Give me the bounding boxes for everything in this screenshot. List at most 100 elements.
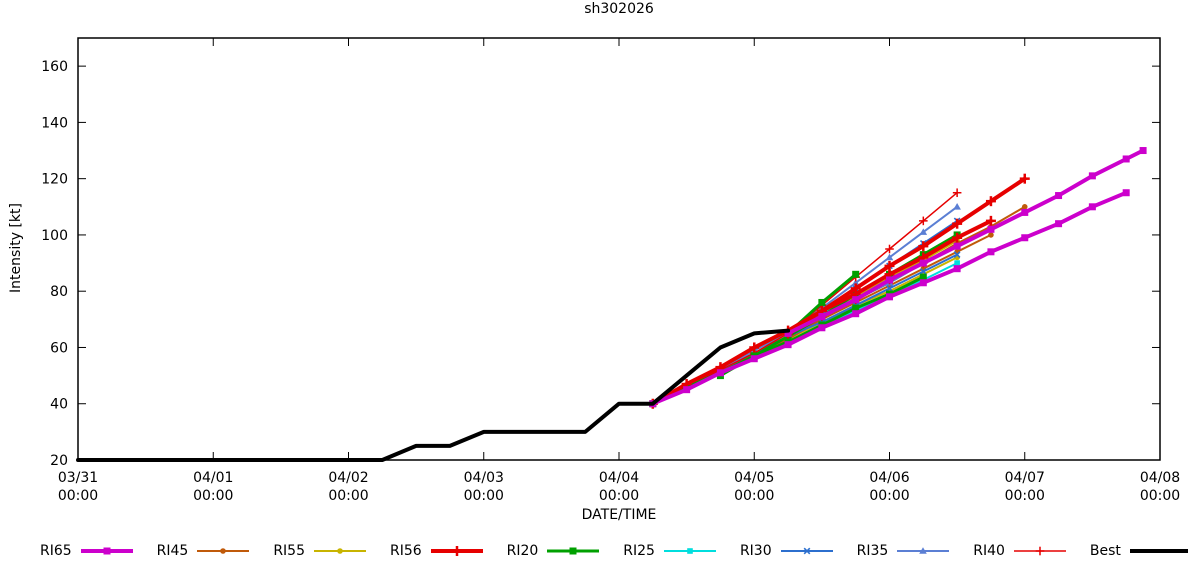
plot-border [77, 37, 1161, 461]
legend-sample [80, 547, 133, 555]
legend-item-ri25: RI25 [623, 543, 718, 559]
marker-triangle [953, 203, 961, 210]
marker-square [784, 341, 792, 349]
y-tick-label: 140 [41, 115, 68, 131]
legend-item-ri20: RI20 [507, 543, 602, 559]
marker-x [953, 251, 961, 258]
legend-sample [197, 548, 250, 554]
legend-label: RI35 [856, 543, 889, 559]
marker-square [569, 547, 577, 555]
x-tick-label: 03/31 [58, 470, 98, 486]
marker-square [1021, 208, 1029, 216]
legend-sample [313, 548, 366, 554]
legend-label: RI55 [273, 543, 305, 559]
x-tick-label: 00:00 [464, 488, 504, 504]
y-tick-label: 80 [50, 284, 68, 300]
x-tick-label: 04/06 [869, 470, 909, 486]
marker-square [750, 355, 758, 363]
legend-sample [430, 546, 483, 556]
x-tick-label: 00:00 [1005, 488, 1045, 504]
marker-triangle [919, 228, 928, 235]
marker-square [1055, 220, 1063, 228]
marker-square [852, 310, 860, 318]
marker-square [103, 547, 111, 555]
x-tick-label: 00:00 [328, 488, 368, 504]
legend-sample [897, 547, 950, 554]
legend-label: RI65 [40, 543, 72, 559]
legend-sample [1013, 546, 1066, 556]
y-tick-label: 160 [41, 59, 68, 75]
y-tick-label: 40 [50, 397, 68, 413]
legend-item-ri65: RI65 [40, 543, 135, 559]
marker-square [1122, 155, 1130, 163]
x-tick-label: 04/07 [1005, 470, 1045, 486]
marker-square [716, 369, 724, 377]
x-tick-label: 04/03 [464, 470, 504, 486]
x-tick-label: 00:00 [734, 488, 774, 504]
x-axis-label: DATE/TIME [581, 507, 657, 523]
marker-square [1088, 172, 1096, 180]
marker-circle [988, 232, 994, 238]
legend-label: RI25 [623, 543, 655, 559]
y-tick-label: 100 [41, 228, 68, 244]
x-tick-label: 04/04 [599, 470, 639, 486]
marker-square [1122, 189, 1130, 197]
legend-sample [663, 548, 716, 554]
series-ri56-line [786, 176, 1027, 336]
legend-item-ri30: RI30 [740, 543, 835, 559]
marker-square [818, 298, 826, 306]
x-tick-label: 00:00 [1140, 488, 1180, 504]
legend-label: RI20 [506, 543, 539, 559]
marker-square [886, 276, 893, 284]
legend-label: RI56 [389, 543, 422, 559]
marker-circle [220, 548, 227, 554]
marker-triangle [885, 253, 894, 261]
x-tick-label: 00:00 [869, 488, 909, 504]
marker-x [886, 285, 893, 292]
marker-square [818, 313, 826, 321]
legend-sample [1129, 549, 1188, 553]
legend-sample [547, 547, 600, 555]
legend-label: RI40 [973, 543, 1005, 559]
series-ri65-line [786, 148, 1146, 336]
series-ri20-line [718, 233, 959, 378]
legend-item-ri56: RI56 [390, 543, 485, 559]
legend-item-best: Best [1090, 543, 1190, 559]
marker-square [1088, 203, 1096, 211]
marker-square [987, 248, 995, 256]
marker-square [784, 329, 792, 337]
x-tick-label: 04/01 [193, 470, 233, 486]
series-ri40-line [787, 191, 958, 335]
legend: RI65 RI45 RI55 RI56 RI20 RI25 RI30 RI35 RI40 Best [40, 539, 1190, 563]
x-tick-label: 00:00 [58, 488, 98, 504]
legend-label: RI30 [739, 543, 772, 559]
marker-square [818, 324, 826, 332]
marker-square [1021, 234, 1029, 242]
marker-square [852, 270, 860, 278]
y-tick-label: 20 [50, 453, 68, 469]
marker-square [886, 293, 893, 301]
marker-circle [1021, 204, 1028, 210]
marker-square [1139, 147, 1147, 155]
marker-square [852, 296, 860, 304]
marker-triangle [851, 278, 860, 286]
marker-square [919, 259, 927, 267]
legend-item-ri40: RI40 [973, 543, 1068, 559]
marker-square [987, 225, 995, 233]
legend-label: Best [1089, 543, 1121, 559]
x-tick-label: 00:00 [193, 488, 233, 504]
marker-square [687, 548, 693, 554]
marker-x [803, 547, 810, 555]
x-tick-label: 04/02 [328, 470, 368, 486]
marker-circle [337, 548, 343, 554]
marker-square [1055, 192, 1063, 200]
marker-square [919, 273, 927, 281]
marker-square [683, 386, 691, 394]
legend-item-ri45: RI45 [157, 543, 252, 559]
plot-area: 20 40 60 80 100 120 140 160 03/31 00:00 04/01 00:00… [41, 37, 1180, 504]
marker-square [953, 242, 961, 250]
x-tick-label: 00:00 [599, 488, 639, 504]
x-tick-label: 04/05 [734, 470, 774, 486]
y-tick-label: 60 [50, 340, 68, 356]
